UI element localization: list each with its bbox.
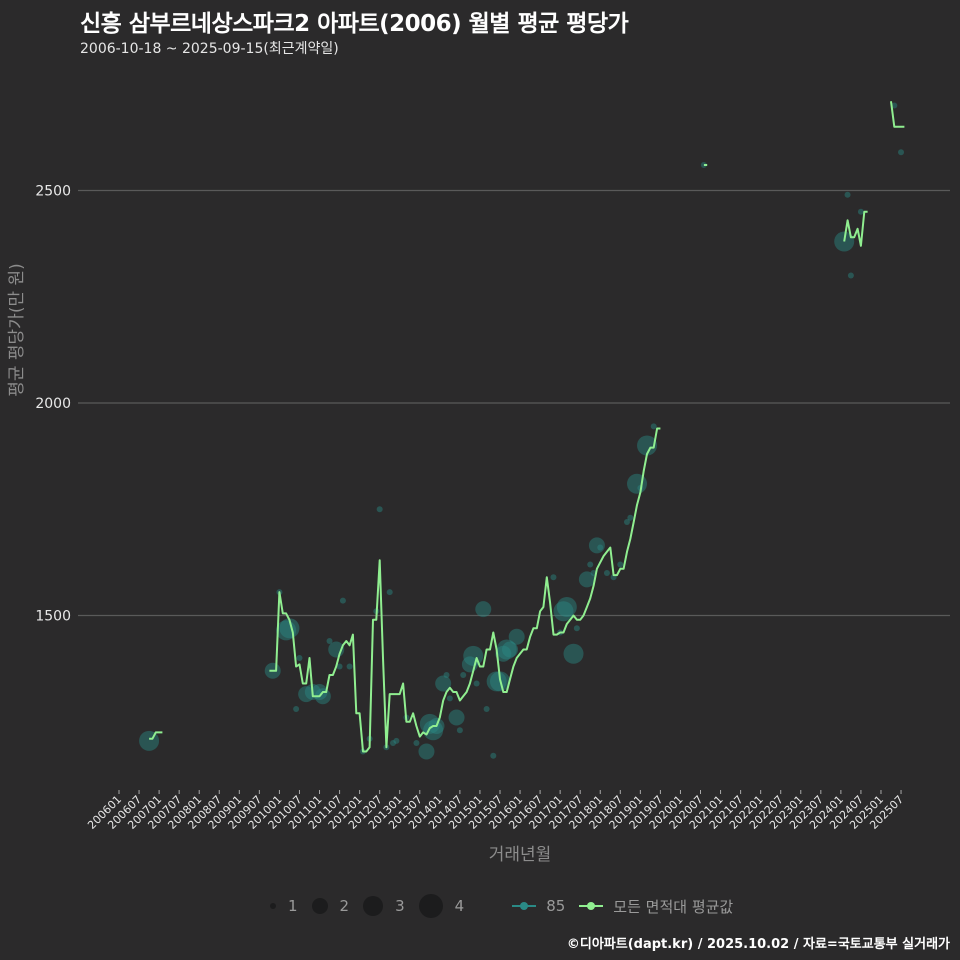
data-bubble bbox=[413, 740, 420, 746]
data-bubble bbox=[483, 706, 490, 712]
data-bubble bbox=[597, 544, 604, 551]
data-bubble bbox=[573, 625, 580, 632]
data-bubble bbox=[473, 680, 480, 687]
data-bubble bbox=[490, 752, 497, 759]
data-bubble bbox=[419, 713, 440, 734]
y-tick-label: 2000 bbox=[35, 396, 71, 412]
data-bubble bbox=[386, 589, 393, 596]
data-bubble bbox=[435, 675, 452, 692]
data-bubble bbox=[898, 149, 905, 156]
data-bubble bbox=[296, 655, 303, 661]
legend-size-label: 1 bbox=[288, 897, 298, 915]
series-line-icon bbox=[579, 902, 604, 910]
data-bubble bbox=[550, 574, 557, 581]
data-bubble bbox=[293, 706, 300, 712]
data-bubble bbox=[553, 601, 574, 622]
data-bubble bbox=[418, 743, 435, 760]
data-bubble bbox=[502, 641, 519, 658]
size-dot-icon bbox=[311, 898, 328, 914]
data-bubble bbox=[475, 601, 492, 618]
y-axis-label: 평균 평당가(만 원) bbox=[7, 263, 27, 397]
legend-size-label: 3 bbox=[395, 897, 405, 915]
chart-title: 신흥 삼부르네상스파크2 아파트(2006) 월별 평균 평당가 bbox=[80, 11, 629, 37]
average-line bbox=[269, 427, 661, 753]
legend-series-label: 모든 면적대 평균값 bbox=[613, 897, 734, 916]
data-bubble bbox=[336, 663, 343, 670]
legend-size-3: 3 bbox=[363, 896, 405, 916]
data-bubble bbox=[298, 686, 315, 703]
data-bubble bbox=[578, 571, 595, 588]
data-bubble bbox=[346, 663, 353, 670]
size-dot-icon bbox=[418, 894, 443, 918]
y-tick-label: 2500 bbox=[35, 184, 71, 200]
legend-series-85: 85 bbox=[512, 897, 565, 915]
legend-series-label: 85 bbox=[546, 897, 566, 915]
average-line bbox=[890, 101, 905, 128]
data-bubble bbox=[443, 672, 450, 678]
data-bubble bbox=[556, 597, 577, 617]
source-credit: ©디아파트(dapt.kr) / 2025.10.02 / 자료=국토교통부 실… bbox=[566, 937, 950, 952]
legend-size-label: 4 bbox=[454, 897, 465, 915]
y-axis-ticks: 1500 2000 2500 bbox=[35, 184, 71, 625]
data-bubble bbox=[847, 272, 854, 279]
data-bubble bbox=[456, 727, 463, 734]
data-bubble bbox=[891, 102, 898, 109]
data-bubble bbox=[637, 435, 658, 456]
data-bubble bbox=[627, 514, 634, 521]
x-axis-label: 거래년월 bbox=[488, 845, 552, 865]
y-tick-label: 1500 bbox=[35, 609, 71, 625]
data-bubble bbox=[390, 740, 397, 746]
data-bubble bbox=[463, 645, 484, 666]
legend-size-label: 2 bbox=[339, 897, 350, 915]
data-bubble bbox=[339, 597, 346, 604]
data-bubble bbox=[376, 506, 383, 513]
data-bubble bbox=[495, 645, 512, 662]
bubble-series-85 bbox=[139, 102, 905, 760]
data-bubble bbox=[448, 709, 465, 726]
average-line bbox=[843, 210, 868, 247]
data-bubble bbox=[563, 643, 584, 664]
data-bubble bbox=[326, 638, 333, 644]
data-bubble bbox=[700, 162, 707, 168]
data-bubble bbox=[623, 519, 630, 525]
gridlines bbox=[78, 189, 950, 617]
data-bubble bbox=[588, 537, 605, 554]
data-bubble bbox=[393, 737, 400, 744]
legend-size-4: 4 bbox=[418, 894, 465, 918]
average-line-series bbox=[149, 101, 905, 753]
data-bubble bbox=[587, 561, 594, 568]
series-line-icon bbox=[512, 902, 537, 910]
data-bubble bbox=[617, 561, 624, 568]
chart-subtitle: 2006-10-18 ~ 2025-09-15(최근계약일) bbox=[80, 41, 339, 57]
data-bubble bbox=[844, 191, 851, 198]
legend-size-2: 2 bbox=[311, 897, 350, 915]
average-line bbox=[149, 731, 163, 740]
data-bubble bbox=[508, 628, 525, 645]
x-axis-ticks: 2006012006072007012007072008012008072009… bbox=[85, 790, 906, 832]
data-bubble bbox=[446, 695, 453, 702]
size-dot-icon bbox=[363, 896, 384, 916]
legend-series-average: 모든 면적대 평균값 bbox=[579, 896, 733, 917]
data-bubble bbox=[460, 672, 467, 678]
data-bubble bbox=[650, 423, 657, 430]
data-bubble bbox=[857, 208, 864, 215]
data-bubble bbox=[603, 570, 610, 576]
size-dot-icon bbox=[270, 903, 276, 909]
data-bubble bbox=[627, 473, 648, 494]
legend-size-1: 1 bbox=[270, 897, 298, 915]
data-bubble bbox=[496, 639, 517, 660]
legend: 1 2 3 4 85 모든 면적대 평균값 bbox=[270, 893, 747, 919]
data-bubble bbox=[423, 720, 444, 741]
data-bubble bbox=[279, 618, 300, 639]
